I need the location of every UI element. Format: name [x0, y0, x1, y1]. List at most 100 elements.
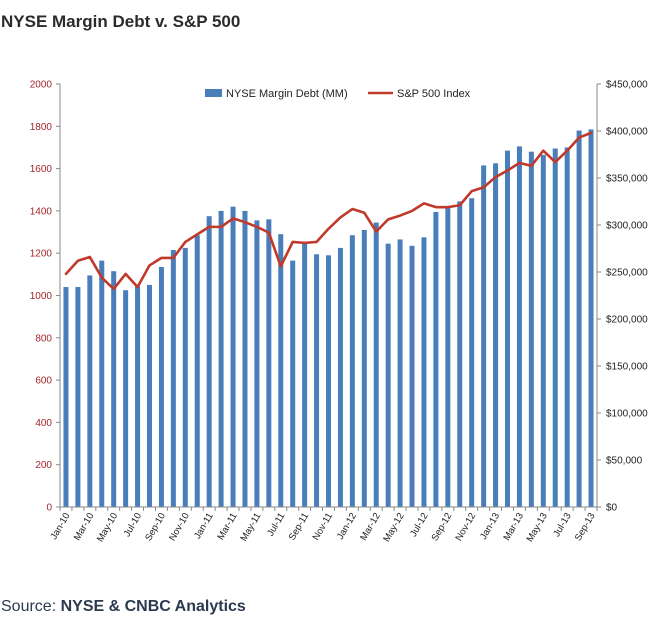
bar	[63, 287, 69, 507]
bar	[349, 235, 355, 507]
bar	[588, 129, 594, 507]
left-tick-label: 400	[35, 418, 52, 429]
sp500-line	[64, 131, 593, 291]
bar	[182, 247, 188, 507]
bar	[504, 150, 510, 507]
bar	[564, 147, 570, 507]
line-series	[64, 131, 593, 291]
source-caption: Source: NYSE & CNBC Analytics	[1, 598, 246, 616]
bar	[516, 146, 522, 507]
bar	[397, 239, 403, 507]
x-tick-label: Sep-11	[287, 511, 311, 542]
left-tick-label: 800	[35, 333, 52, 344]
x-tick-label: Jan-10	[49, 511, 73, 542]
bar	[266, 219, 272, 508]
right-tick-label: $200,000	[606, 315, 648, 326]
bar	[158, 266, 164, 507]
x-tick-label: Nov-12	[453, 511, 478, 543]
bar	[540, 154, 546, 507]
bar	[421, 237, 427, 507]
bar	[445, 207, 451, 508]
bar	[99, 260, 105, 507]
x-tick-label: Sep-10	[143, 511, 168, 543]
chart-container: 0 200 400 600 800 1000 1200 1400 1600 1800 2000 $0 $…	[0, 65, 663, 565]
left-tick-label: 2000	[30, 80, 53, 91]
right-tick-label: $350,000	[606, 174, 648, 185]
bar	[170, 250, 176, 507]
x-tick-label: May-13	[525, 511, 550, 544]
bar	[290, 260, 296, 507]
left-tick-label: 600	[35, 376, 52, 387]
bar	[254, 220, 260, 508]
right-tick-label: $150,000	[606, 362, 648, 373]
bar	[373, 222, 379, 507]
x-tick-label: Jan-11	[192, 511, 216, 541]
bar	[314, 254, 320, 507]
bar	[576, 130, 582, 507]
bar	[206, 216, 212, 507]
x-tick-label: Jan-12	[335, 511, 359, 542]
bar	[457, 201, 463, 507]
right-tick-label: $400,000	[606, 127, 648, 138]
x-tick-label: Jan-13	[478, 511, 502, 542]
bar	[337, 247, 343, 507]
x-tick-label: Nov-11	[311, 511, 335, 542]
bar	[123, 290, 129, 507]
legend: NYSE Margin Debt (MM) S&P 500 Index	[205, 88, 471, 100]
right-tick-label: $50,000	[606, 456, 643, 467]
bar	[433, 211, 439, 507]
bar	[302, 241, 308, 507]
x-tick-label: Mar-10	[72, 511, 97, 543]
bar	[361, 229, 367, 507]
left-tick-label: 1800	[30, 122, 53, 133]
x-tick-label: Mar-13	[501, 511, 526, 543]
x-tick-label: Mar-11	[215, 511, 239, 542]
x-tick-label: Jul-10	[122, 511, 144, 539]
bar	[528, 151, 534, 507]
x-tick-label: Mar-12	[358, 511, 383, 543]
bar	[87, 275, 93, 507]
legend-label-margin-debt: NYSE Margin Debt (MM)	[226, 88, 348, 100]
bar	[325, 255, 331, 507]
bar	[146, 284, 152, 507]
right-tick-label: $0	[606, 503, 618, 514]
right-tick-label: $100,000	[606, 409, 648, 420]
x-tick-label: May-10	[95, 511, 120, 544]
left-tick-label: 1600	[30, 164, 53, 175]
x-tick-label: Sep-12	[430, 511, 455, 543]
bar	[552, 148, 558, 507]
legend-label-sp500: S&P 500 Index	[397, 88, 471, 100]
bar	[242, 210, 248, 507]
left-tick-label: 1200	[30, 249, 53, 260]
left-tick-label: 1000	[30, 291, 53, 302]
chart-svg: 0 200 400 600 800 1000 1200 1400 1600 1800 2000 $0 $…	[30, 80, 648, 544]
x-tick-label: May-12	[381, 511, 406, 544]
bar	[385, 243, 391, 507]
x-tick-label: Jul-13	[551, 511, 573, 539]
bar	[278, 234, 284, 508]
right-tick-label: $300,000	[606, 221, 648, 232]
x-tick-label: May-11	[238, 511, 263, 543]
bar-series	[63, 129, 594, 508]
x-tick-label: Jul-11	[265, 511, 287, 538]
bar	[493, 163, 499, 507]
right-tick-label: $250,000	[606, 268, 648, 279]
left-tick-label: 1400	[30, 206, 53, 217]
left-tick-label: 0	[46, 503, 52, 514]
page-title: NYSE Margin Debt v. S&P 500	[1, 12, 241, 31]
x-tick-label: Nov-10	[167, 511, 192, 543]
bar	[409, 245, 415, 508]
bar	[218, 210, 224, 507]
source-label: Source:	[1, 598, 57, 615]
bar	[135, 285, 141, 507]
right-tick-label: $450,000	[606, 80, 648, 91]
bar	[481, 165, 487, 507]
left-tick-label: 200	[35, 460, 52, 471]
bar	[194, 235, 200, 507]
bar	[75, 287, 81, 507]
source-name: NYSE & CNBC Analytics	[60, 598, 246, 615]
x-tick-label: Jul-12	[408, 511, 430, 539]
bar	[230, 206, 236, 508]
bar	[111, 271, 117, 507]
bar	[469, 198, 475, 507]
